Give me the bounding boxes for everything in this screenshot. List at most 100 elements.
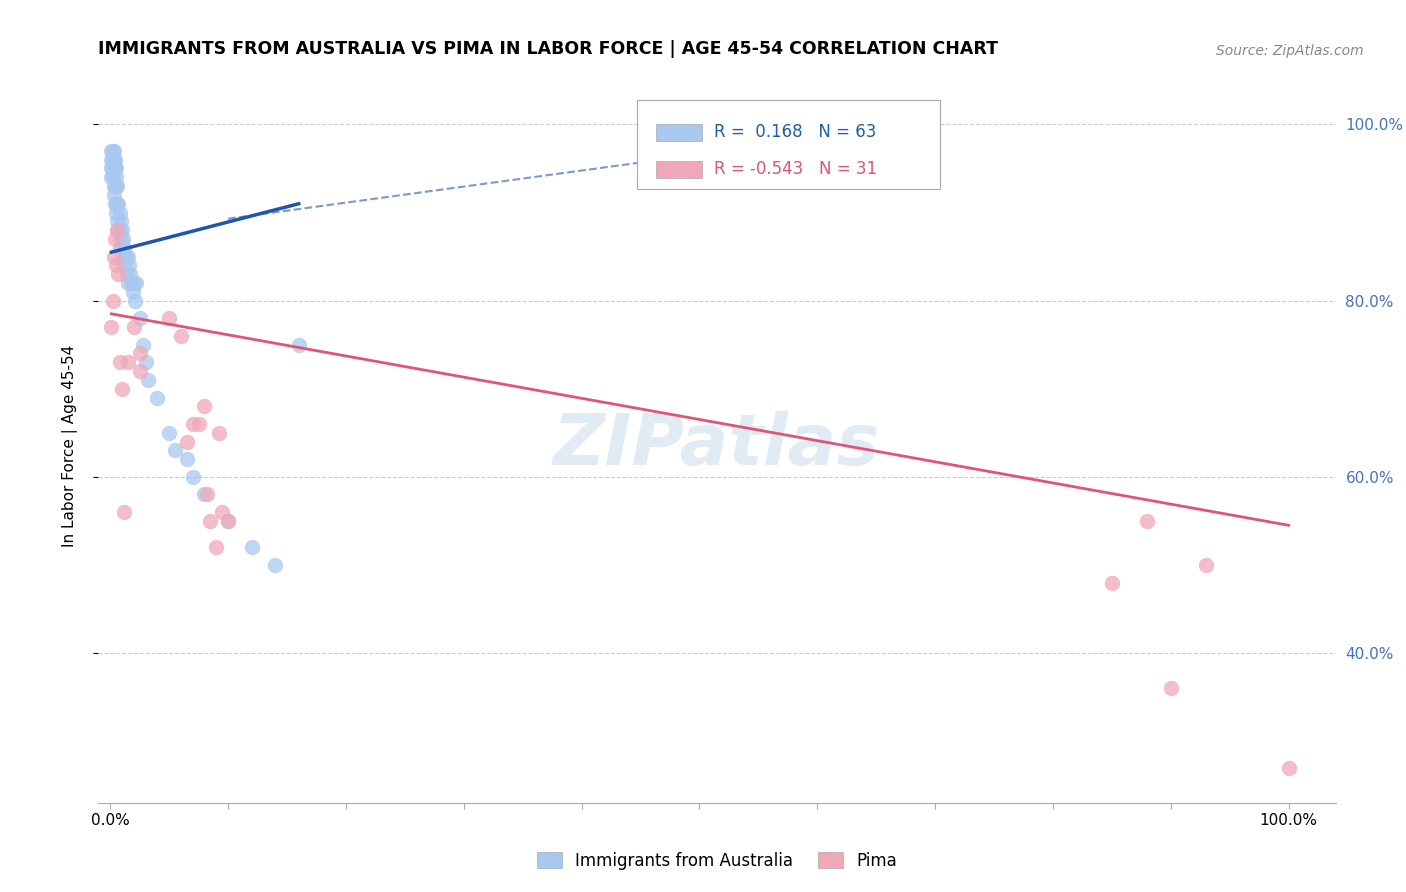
FancyBboxPatch shape	[637, 100, 939, 189]
Point	[217, 514, 239, 528]
Point	[108, 355, 131, 369]
Point	[103, 153, 125, 167]
Point	[105, 214, 128, 228]
Point	[1160, 681, 1182, 696]
Point	[163, 443, 186, 458]
Point	[100, 161, 122, 176]
Point	[100, 144, 122, 158]
Point	[176, 434, 198, 449]
Point	[136, 373, 159, 387]
Point	[105, 223, 128, 237]
Point	[205, 541, 228, 555]
Point	[112, 505, 135, 519]
Point	[107, 196, 129, 211]
Point	[128, 346, 150, 360]
Point	[103, 144, 125, 158]
Point	[115, 267, 138, 281]
Point	[105, 179, 128, 194]
Point	[128, 364, 150, 378]
Point	[103, 179, 125, 194]
Point	[193, 487, 215, 501]
Y-axis label: In Labor Force | Age 45-54: In Labor Force | Age 45-54	[62, 345, 77, 547]
Point	[112, 250, 135, 264]
Point	[105, 196, 128, 211]
Point	[101, 293, 124, 308]
Point	[110, 232, 132, 246]
Point	[264, 558, 287, 572]
Point	[103, 250, 125, 264]
Point	[120, 267, 142, 281]
Legend: Immigrants from Australia, Pima: Immigrants from Australia, Pima	[530, 846, 904, 877]
Point	[157, 311, 180, 326]
FancyBboxPatch shape	[657, 124, 703, 141]
Point	[1101, 575, 1123, 590]
Point	[107, 223, 129, 237]
Point	[187, 417, 209, 431]
Point	[104, 161, 127, 176]
Point	[100, 320, 122, 334]
Point	[117, 276, 139, 290]
Point	[135, 355, 157, 369]
Point	[110, 214, 132, 228]
Point	[176, 452, 198, 467]
Point	[211, 505, 233, 519]
Point	[101, 144, 124, 158]
Point	[112, 259, 135, 273]
Point	[105, 161, 128, 176]
Point	[117, 355, 139, 369]
Point	[146, 391, 169, 405]
Point	[101, 153, 124, 167]
Text: Source: ZipAtlas.com: Source: ZipAtlas.com	[1216, 44, 1364, 58]
Point	[111, 241, 134, 255]
Point	[122, 276, 145, 290]
Point	[122, 320, 145, 334]
Point	[1136, 514, 1159, 528]
Point	[170, 329, 193, 343]
Point	[132, 337, 155, 351]
Point	[217, 514, 239, 528]
Point	[200, 514, 222, 528]
Point	[195, 487, 218, 501]
Point	[111, 382, 134, 396]
Point	[108, 205, 131, 219]
Point	[104, 153, 127, 167]
FancyBboxPatch shape	[657, 161, 703, 178]
Point	[157, 425, 180, 440]
Point	[105, 205, 128, 219]
Point	[103, 161, 125, 176]
Point	[105, 196, 128, 211]
Point	[118, 259, 141, 273]
Point	[121, 285, 143, 299]
Point	[105, 170, 128, 185]
Point	[103, 188, 125, 202]
Point	[128, 311, 150, 326]
Point	[1277, 760, 1299, 774]
Point	[240, 541, 263, 555]
Point	[181, 470, 204, 484]
Point	[101, 161, 124, 176]
Point	[112, 241, 135, 255]
Point	[100, 153, 122, 167]
Point	[104, 196, 127, 211]
Text: R =  0.168   N = 63: R = 0.168 N = 63	[714, 123, 876, 141]
Point	[125, 276, 148, 290]
Point	[112, 232, 135, 246]
Point	[207, 425, 229, 440]
Point	[108, 223, 131, 237]
Point	[114, 250, 136, 264]
Point	[104, 179, 127, 194]
Text: IMMIGRANTS FROM AUSTRALIA VS PIMA IN LABOR FORCE | AGE 45-54 CORRELATION CHART: IMMIGRANTS FROM AUSTRALIA VS PIMA IN LAB…	[98, 40, 998, 58]
Point	[117, 250, 139, 264]
Point	[107, 267, 129, 281]
Point	[1195, 558, 1218, 572]
Point	[124, 293, 146, 308]
Point	[181, 417, 204, 431]
Text: R = -0.543   N = 31: R = -0.543 N = 31	[714, 161, 877, 178]
Point	[105, 259, 128, 273]
Point	[100, 170, 122, 185]
Point	[108, 241, 131, 255]
Point	[105, 179, 128, 194]
Point	[287, 337, 309, 351]
Point	[120, 276, 142, 290]
Text: ZIPatlas: ZIPatlas	[554, 411, 880, 481]
